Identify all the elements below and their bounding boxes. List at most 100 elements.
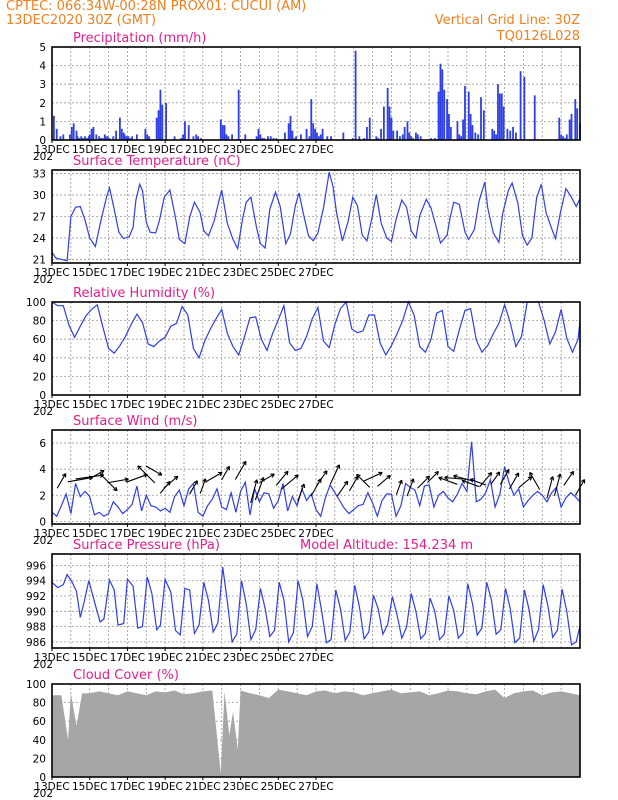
precip-bar (430, 138, 432, 140)
pres-series-line (51, 566, 581, 646)
precip-bar (368, 117, 371, 140)
y-tick-label: 100 (26, 679, 46, 691)
precip-bar (90, 128, 93, 140)
precip-bar (257, 128, 260, 140)
x-tick-label: 27DEC (298, 528, 333, 540)
precip-bar (106, 136, 109, 140)
y-tick-label: 40 (33, 353, 46, 365)
precip-bar (59, 136, 62, 140)
precip-bar (363, 138, 365, 140)
precip-bar (125, 136, 128, 140)
wind-arrow (199, 478, 207, 494)
precip-bar (326, 136, 329, 140)
precip-bar (103, 134, 106, 140)
precip-bar (408, 132, 411, 140)
precip-bar (300, 134, 302, 140)
precip-bar (562, 136, 564, 140)
x-tick-label: 25DEC (261, 144, 296, 156)
precip-bar (192, 136, 195, 140)
panel-temp: 21 24 27 30 33 13DEC 15DEC 17DEC 19DEC 21DEC 23DEC… (33, 154, 581, 286)
precip-bar (477, 134, 480, 140)
x-tick-label: 21DEC (185, 652, 220, 664)
precip-bar (506, 128, 509, 140)
x-tick-label: 23DEC (223, 781, 258, 793)
year-label: 202 (33, 406, 53, 418)
precip-bar (269, 136, 272, 140)
precip-bar (108, 138, 111, 140)
precip-bar (390, 117, 393, 140)
x-tick-label: 15DEC (72, 528, 107, 540)
x-tick-label: 17DEC (110, 267, 145, 279)
wind-arrow (56, 473, 67, 489)
precip-bar (305, 128, 308, 140)
x-tick-label: 21DEC (185, 144, 220, 156)
precip-bar (403, 126, 406, 140)
y-tick-label: 0 (39, 135, 46, 147)
wind-arrow (234, 460, 247, 480)
x-tick-label: 27DEC (298, 652, 333, 664)
precip-bar (161, 104, 164, 140)
precip-bar (52, 115, 55, 140)
precip-bar (184, 121, 186, 140)
wind-arrow (336, 480, 349, 497)
x-tick-label: 27DEC (298, 781, 333, 793)
precip-bar (275, 138, 278, 140)
precip-bar (182, 134, 184, 140)
y-tick-label: 20 (33, 371, 46, 383)
precip-bar (76, 136, 79, 140)
y-tick-label: 80 (33, 698, 46, 710)
x-tick-label: 13DEC (34, 144, 69, 156)
precip-bar (289, 115, 292, 140)
x-tick-label: 21DEC (185, 528, 220, 540)
precip-bar (388, 106, 391, 140)
wind-arrow (329, 464, 341, 485)
precip-bar (123, 134, 126, 140)
precip-bar (129, 138, 132, 140)
x-tick-label: 15DEC (72, 267, 107, 279)
wind-arrow (499, 469, 510, 485)
wind-series-line (51, 441, 581, 519)
x-tick-label: 13DEC (34, 781, 69, 793)
wind-arrow (529, 471, 541, 490)
precip-bar (380, 128, 382, 140)
precip-bar (95, 134, 98, 140)
y-tick-label: 0 (39, 390, 46, 402)
precip-bar (574, 99, 577, 140)
precip-bar (523, 76, 526, 140)
year-label: 202 (33, 274, 53, 286)
x-tick-label: 19DEC (147, 781, 182, 793)
precip-bar (80, 136, 83, 140)
y-tick-label: 6 (39, 438, 46, 450)
wind-arrow (137, 465, 156, 484)
header-code: TQ0126L028 (496, 29, 580, 44)
precip-bar (500, 93, 503, 140)
x-tick-label: 15DEC (72, 781, 107, 793)
panel-title: Precipitation (mm/h) (73, 31, 206, 46)
precip-bar (157, 110, 160, 140)
precip-bar (565, 134, 568, 140)
precip-bar (219, 119, 222, 140)
panel-annotation: Model Altitude: 154.234 m (300, 538, 473, 553)
y-tick-label: 40 (33, 735, 46, 747)
precip-bar (293, 138, 296, 140)
x-tick-label: 23DEC (223, 399, 258, 411)
y-tick-label: 33 (33, 169, 46, 181)
precip-bar (469, 113, 472, 140)
x-tick-label: 15DEC (72, 399, 107, 411)
y-tick-label: 60 (33, 334, 46, 346)
precip-bar (437, 91, 440, 140)
precip-bar (69, 134, 71, 140)
y-tick-label: 990 (26, 606, 46, 618)
precip-bar (115, 130, 118, 140)
y-tick-label: 2 (39, 98, 46, 110)
precip-bar (560, 134, 563, 140)
precip-bar (314, 128, 316, 140)
y-tick-label: 4 (39, 61, 46, 73)
x-tick-label: 25DEC (261, 781, 296, 793)
y-tick-label: 24 (33, 233, 47, 245)
y-tick-label: 996 (26, 560, 46, 572)
precip-bar (88, 134, 91, 140)
precip-bar (482, 110, 485, 140)
precip-bar (146, 134, 149, 140)
